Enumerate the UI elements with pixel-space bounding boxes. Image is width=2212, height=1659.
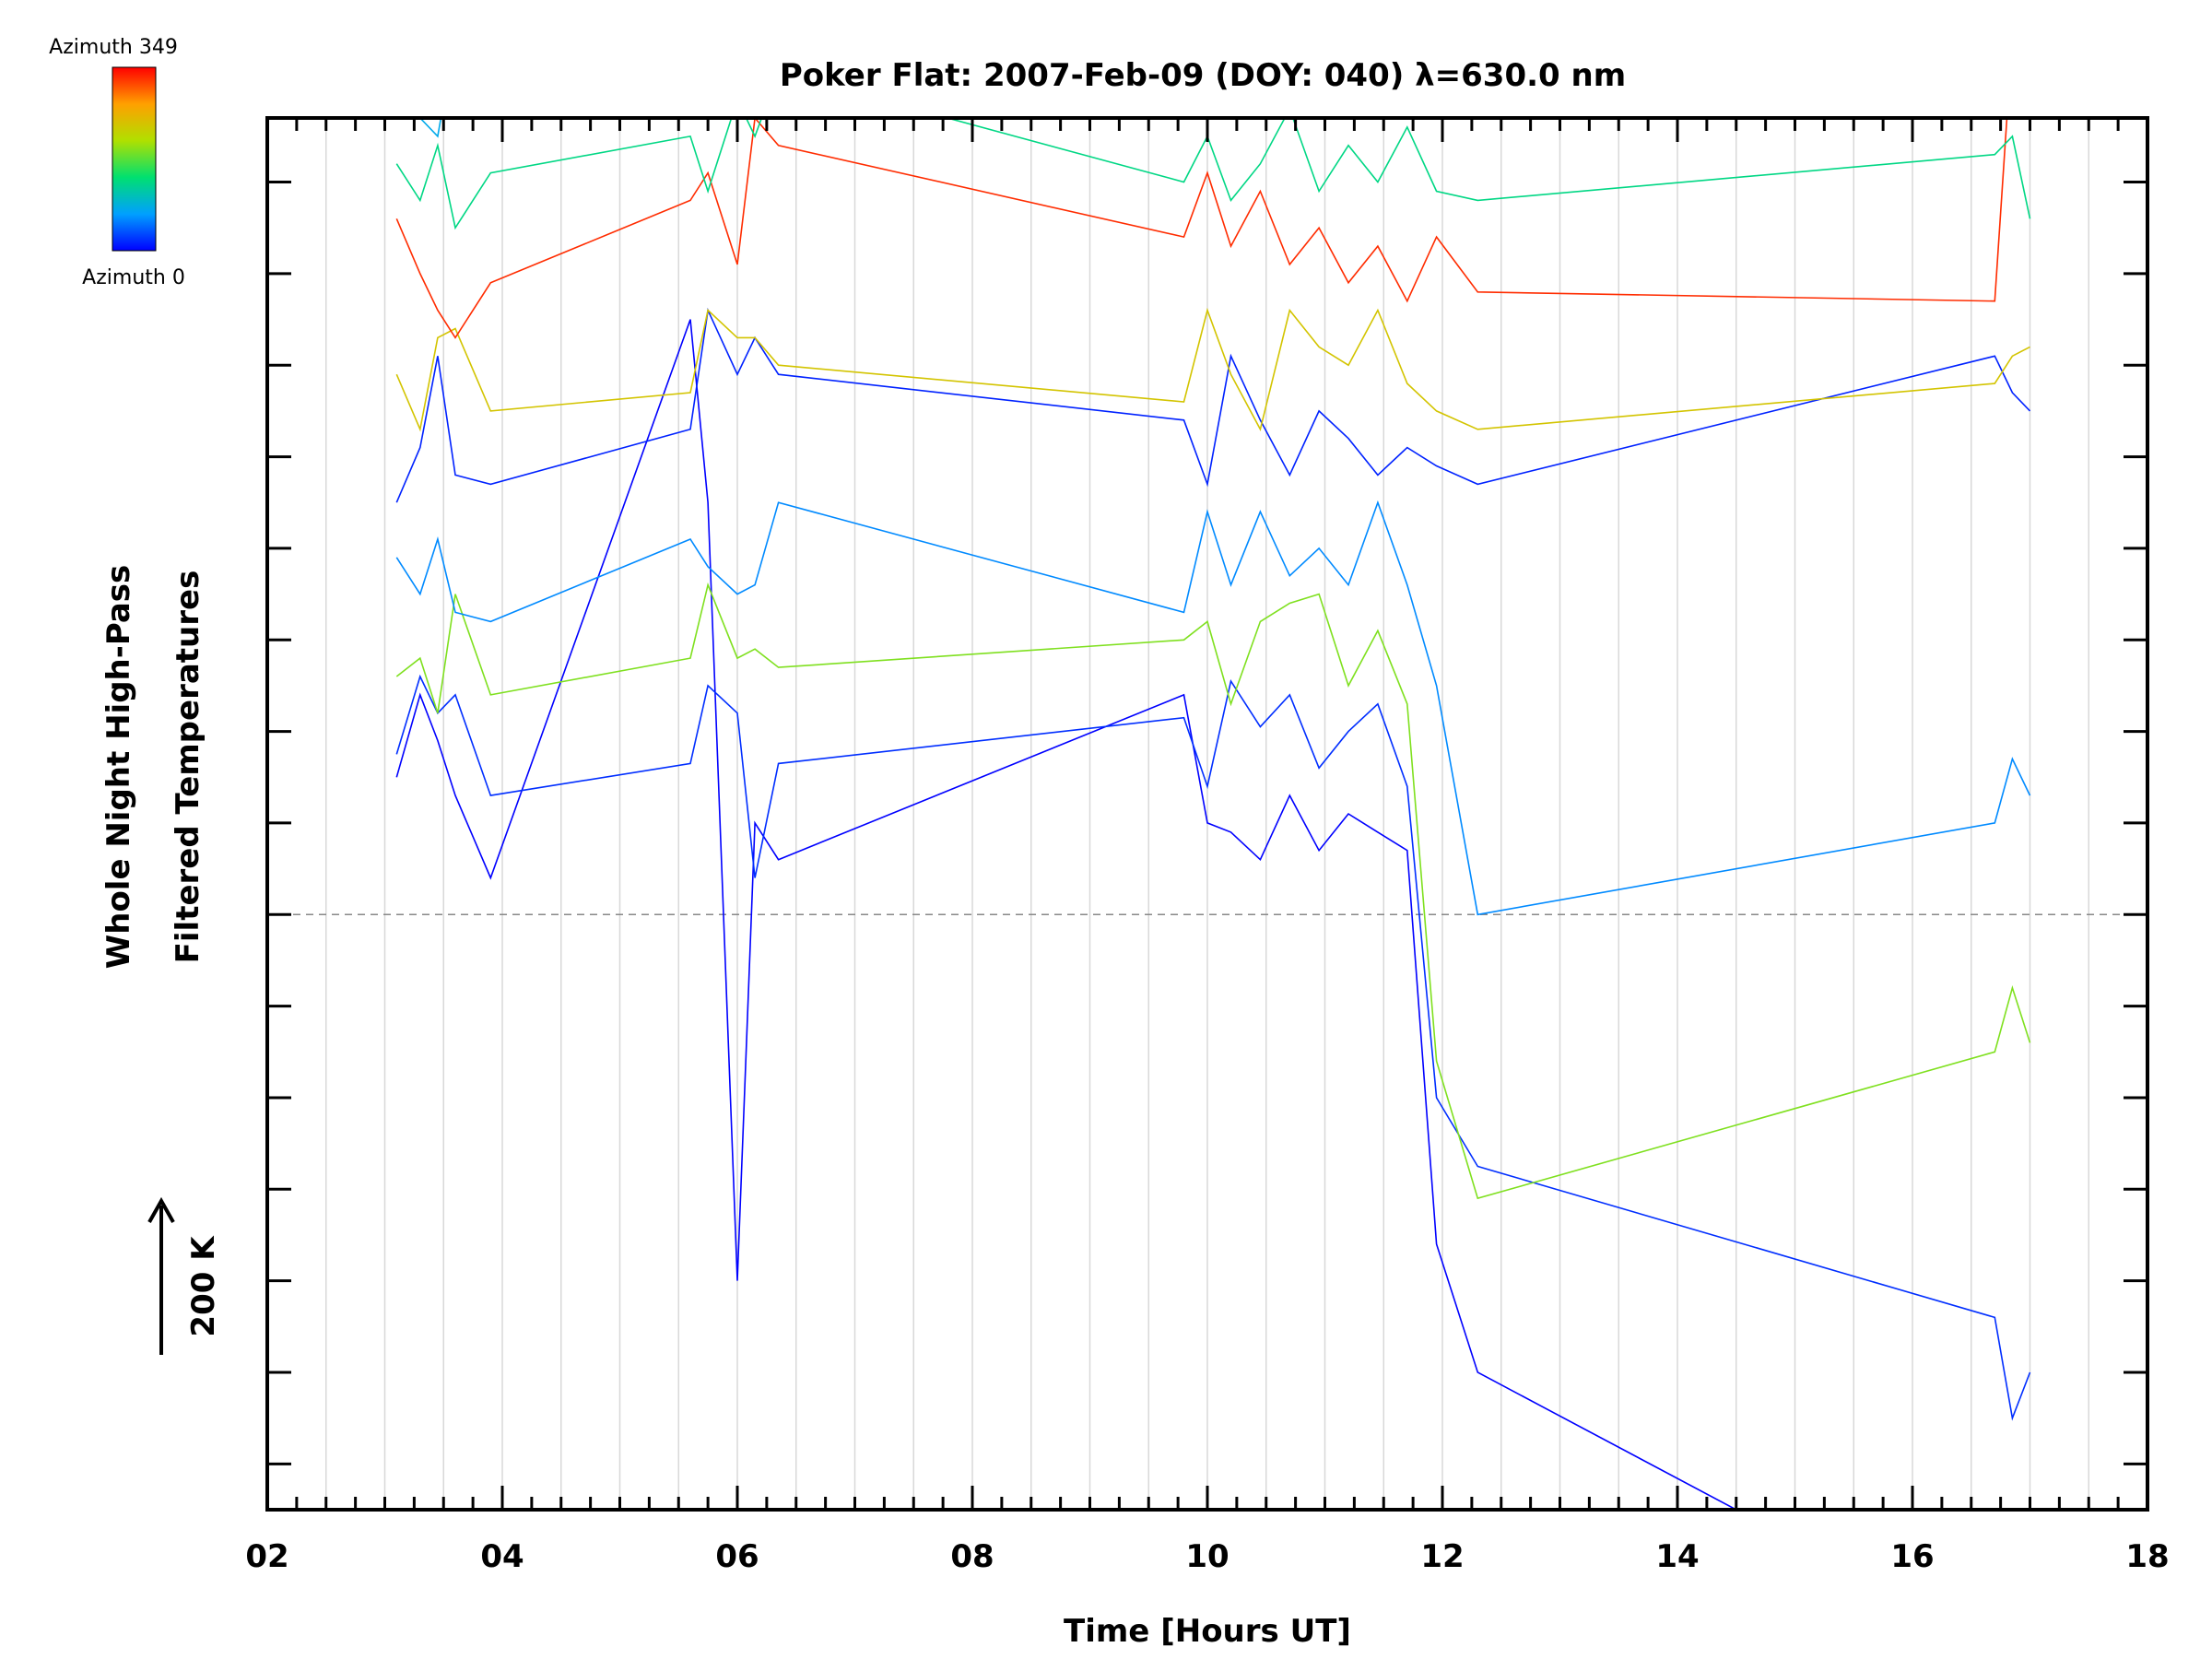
series-line xyxy=(395,319,1738,1510)
x-tick-label: 16 xyxy=(1890,1538,1934,1575)
series-line xyxy=(396,0,2030,54)
colorbar xyxy=(112,66,157,252)
colorbar-bottom-label: Azimuth 0 xyxy=(82,266,185,289)
x-tick-label: 18 xyxy=(2125,1538,2169,1575)
series-line xyxy=(395,307,2031,503)
y-axis-label-line2: Filtered Temperatures xyxy=(170,571,206,964)
series-line xyxy=(395,118,2008,339)
x-tick-label: 04 xyxy=(480,1538,524,1575)
series-line xyxy=(395,582,2031,1200)
y-axis-label-line1: Whole Night High-Pass xyxy=(100,565,137,970)
x-axis-label: Time [Hours UT] xyxy=(1064,1613,1351,1650)
series-line xyxy=(395,307,2030,432)
series-layer xyxy=(395,0,2031,1510)
x-tick-label: 02 xyxy=(245,1538,288,1575)
axis-ticks xyxy=(265,118,2149,1510)
x-tick-labels: 02 04 06 08 10 12 14 16 18 xyxy=(245,1538,2169,1575)
grid-lines xyxy=(325,118,2089,1510)
colorbar-top-label: Azimuth 349 xyxy=(49,36,178,59)
scale-bar-label: 200 K xyxy=(185,1235,222,1337)
series-line xyxy=(395,500,2031,916)
series-line xyxy=(395,118,2031,230)
series-line xyxy=(395,674,2031,1421)
scale-bar-arrowhead xyxy=(147,1196,175,1223)
scale-bar: 200 K xyxy=(147,1196,222,1355)
x-tick-label: 08 xyxy=(950,1538,994,1575)
chart-title: Poker Flat: 2007-Feb-09 (DOY: 040) λ=630… xyxy=(780,57,1626,94)
x-tick-label: 12 xyxy=(1420,1538,1464,1575)
x-tick-label: 10 xyxy=(1185,1538,1229,1575)
x-tick-label: 06 xyxy=(715,1538,759,1575)
x-tick-label: 14 xyxy=(1655,1538,1699,1575)
